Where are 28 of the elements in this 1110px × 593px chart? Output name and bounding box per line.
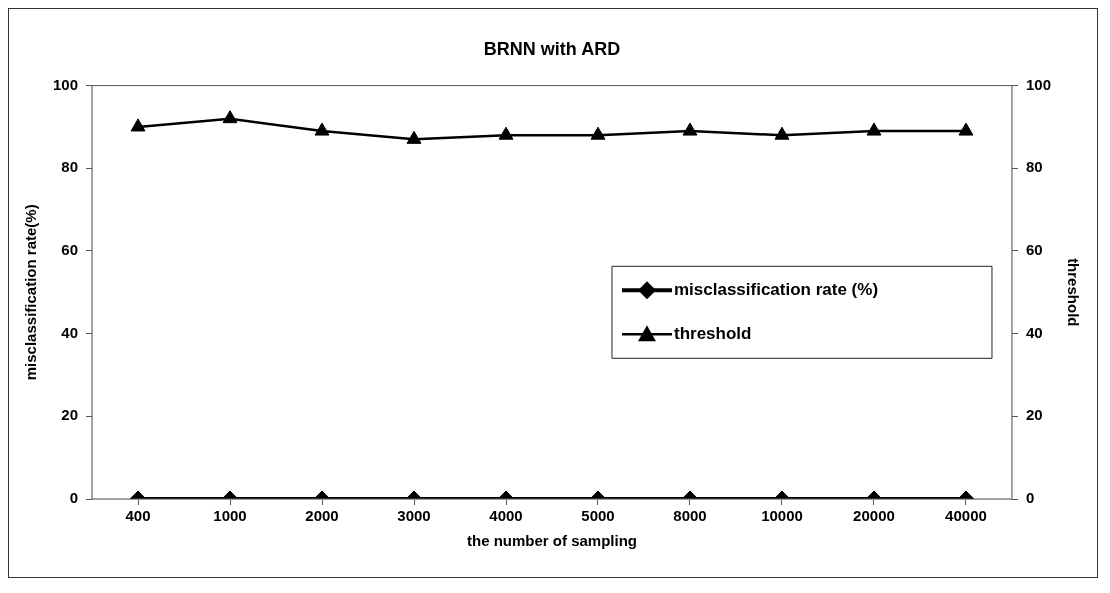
x-tick-label: 20000 xyxy=(853,507,895,525)
x-tick-label: 2000 xyxy=(305,507,339,525)
y2-axis-title: threshold xyxy=(1064,258,1082,327)
y-tick-label: 0 xyxy=(69,489,79,507)
y-tick-label: 20 xyxy=(61,406,79,424)
y2-tick-label: 80 xyxy=(1025,158,1043,176)
y2-tick-label: 40 xyxy=(1025,323,1043,341)
legend-label: misclassification rate (%) xyxy=(673,279,879,299)
y2-tick-label: 0 xyxy=(1025,489,1035,507)
x-tick-label: 10000 xyxy=(761,507,803,525)
x-tick-label: 400 xyxy=(125,507,151,525)
x-tick-label: 8000 xyxy=(673,507,707,525)
x-tick-label: 3000 xyxy=(397,507,431,525)
x-tick-label: 40000 xyxy=(945,507,987,525)
legend-label: threshold xyxy=(673,323,752,343)
y2-tick-label: 60 xyxy=(1025,241,1043,259)
y-tick-label: 60 xyxy=(61,241,79,259)
y2-tick-label: 20 xyxy=(1025,406,1043,424)
x-axis-title: the number of sampling xyxy=(466,532,638,550)
x-tick-label: 4000 xyxy=(489,507,523,525)
chart-title: BRNN with ARD xyxy=(483,38,621,59)
y2-tick-label: 100 xyxy=(1025,75,1051,93)
y-tick-label: 80 xyxy=(61,158,79,176)
y-axis-title: misclassification rate(%) xyxy=(22,204,40,381)
x-tick-label: 1000 xyxy=(213,507,247,525)
x-tick-label: 5000 xyxy=(581,507,615,525)
y-tick-label: 40 xyxy=(61,323,79,341)
y-tick-label: 100 xyxy=(53,75,79,93)
